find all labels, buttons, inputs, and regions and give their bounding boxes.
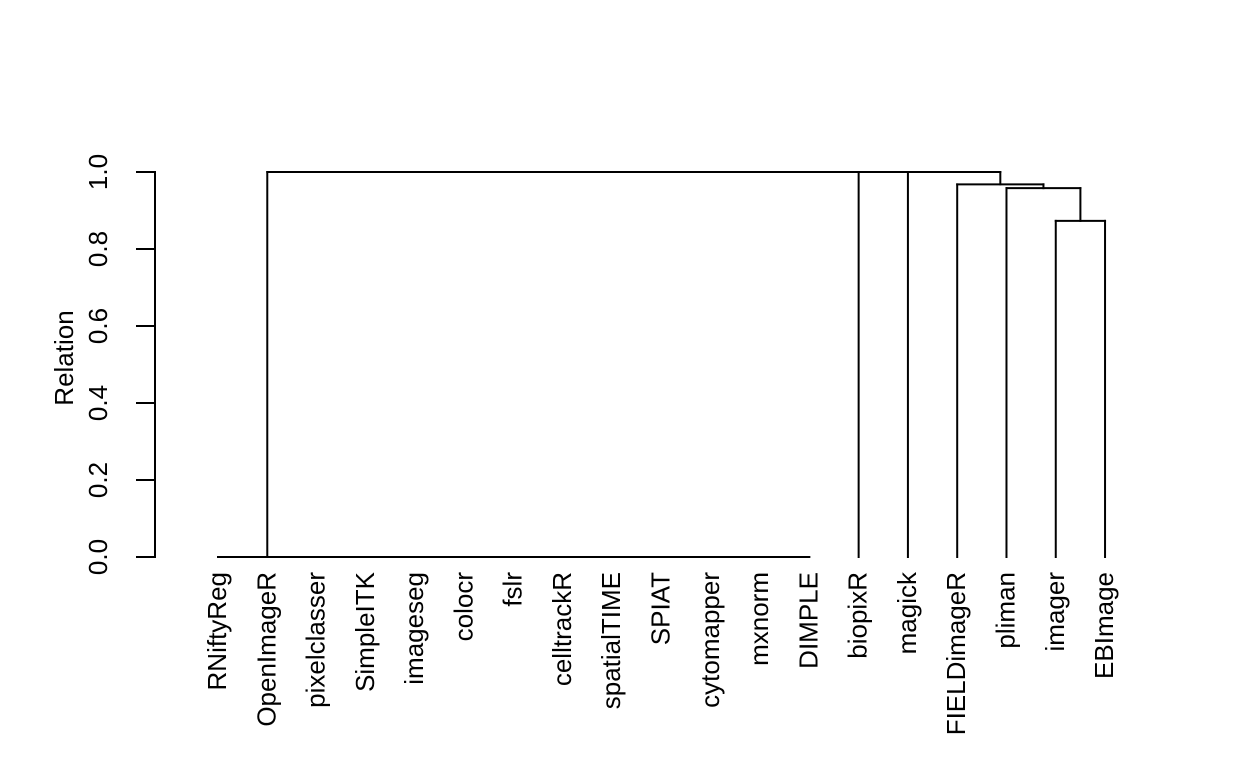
leaf-label: colocr <box>448 572 478 642</box>
y-tick-label: 0.6 <box>83 308 113 344</box>
y-tick-label: 0.0 <box>83 539 113 575</box>
leaf-label: pliman <box>990 572 1020 649</box>
y-tick-label: 1.0 <box>83 154 113 190</box>
leaf-label: celltrackR <box>547 572 577 686</box>
leaf-label: cytomapper <box>695 572 725 708</box>
leaf-label: EBImage <box>1089 572 1119 679</box>
y-tick-label: 0.8 <box>83 231 113 267</box>
leaf-labels: RNiftyReg OpenImageR pixelclasser SimpleITK… <box>202 571 1119 735</box>
leaf-label: spatialTIME <box>596 572 626 709</box>
leaf-label: FIELDimageR <box>941 572 971 735</box>
leaf-label: mxnorm <box>744 572 774 666</box>
y-axis: 0.0 0.2 0.4 0.6 0.8 1.0 <box>83 154 156 575</box>
leaf-label: magick <box>892 571 922 654</box>
leaf-label: fslr <box>498 572 528 607</box>
y-axis-title: Relation <box>49 310 79 405</box>
leaf-label: pixelclasser <box>301 572 331 708</box>
y-tick-label: 0.2 <box>83 462 113 498</box>
leaf-label: SPIAT <box>646 572 676 645</box>
leaf-label: DIMPLE <box>793 572 823 669</box>
leaf-label: imager <box>1040 572 1070 652</box>
y-tick-label: 0.4 <box>83 385 113 421</box>
leaf-label: RNiftyReg <box>202 572 232 690</box>
leaf-label: imageseg <box>399 572 429 685</box>
leaf-label: biopixR <box>843 572 873 659</box>
leaf-label: OpenImageR <box>251 572 281 727</box>
leaf-label: SimpleITK <box>350 571 380 692</box>
dendrogram-tree <box>217 171 1107 558</box>
